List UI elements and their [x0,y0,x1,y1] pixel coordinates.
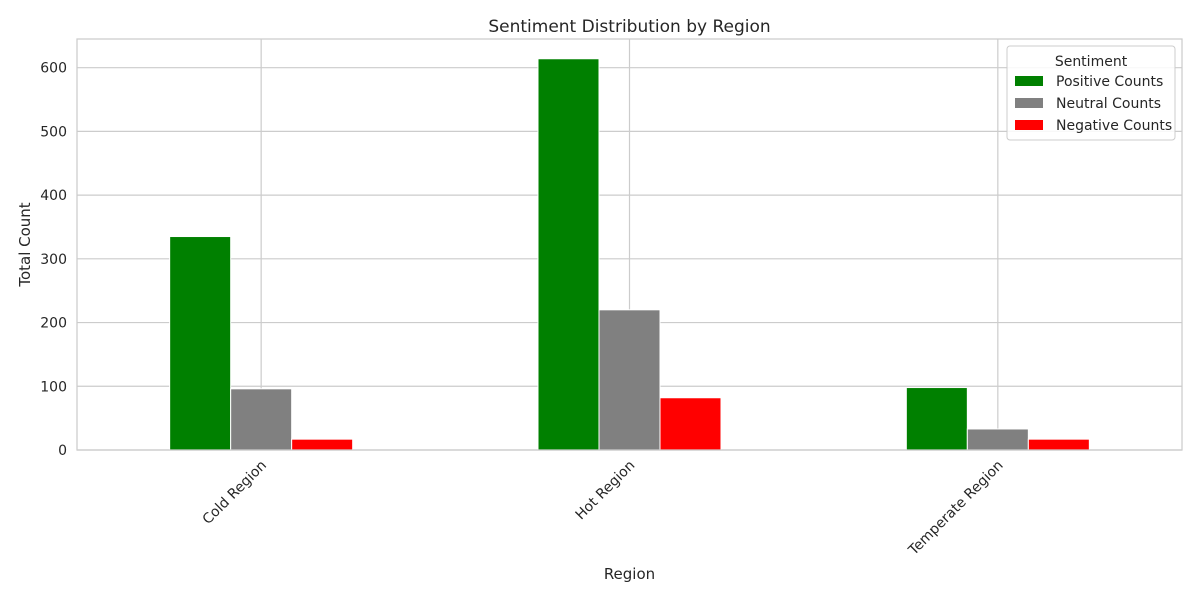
bar [169,236,232,451]
legend-label: Positive Counts [1056,74,1163,90]
legend-label: Neutral Counts [1056,96,1161,112]
bar [905,387,968,451]
y-tick-label: 600 [40,61,67,77]
bar [230,388,293,451]
legend-swatch [1015,98,1043,108]
legend: Sentiment Positive Counts Neutral Counts N… [1006,45,1176,141]
legend-label: Negative Counts [1056,118,1172,134]
bar [598,309,661,451]
bar [537,58,600,451]
y-tick-label: 300 [40,252,67,268]
legend-swatch [1015,120,1043,130]
chart-title: Sentiment Distribution by Region [488,17,770,37]
legend-items: Positive Counts Neutral Counts Negative Co… [1015,74,1172,134]
bar [966,428,1029,451]
bar [1027,438,1090,451]
plot-frame [76,38,1183,451]
legend-box [1006,45,1176,141]
y-tick-label: 500 [40,124,67,140]
bars [169,58,1090,451]
y-tick-label: 100 [40,379,67,395]
y-tick-label: 0 [58,443,67,459]
y-tick-label: 400 [40,188,67,204]
y-axis-label: Total Count [16,202,34,287]
legend-swatch [1015,76,1043,86]
x-axis-label: Region [604,565,655,583]
bar [291,438,354,451]
y-tick-labels: 0 100 200 300 400 500 600 [40,61,67,459]
legend-title: Sentiment [1055,54,1128,70]
y-tick-label: 200 [40,316,67,332]
bar [659,397,722,451]
